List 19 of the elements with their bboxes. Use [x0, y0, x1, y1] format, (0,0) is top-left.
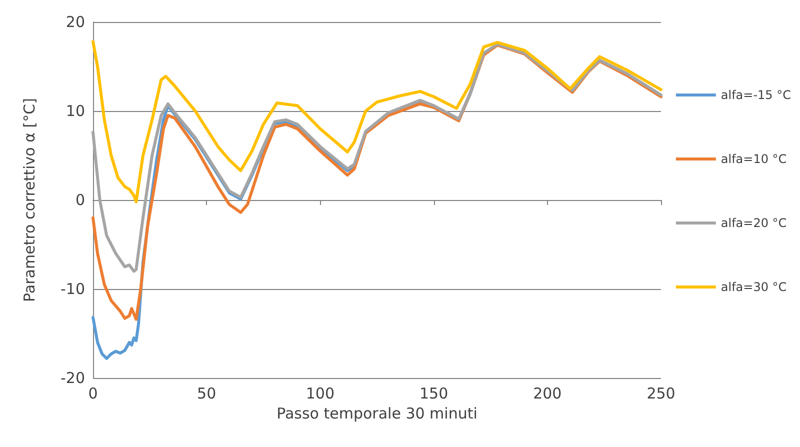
y-tick-label: -10: [60, 280, 85, 298]
line-series: [92, 40, 662, 204]
x-tick-label: 250: [646, 384, 676, 402]
y-tick-label: 20: [66, 13, 85, 31]
y-axis-title: Parametro correttivo α [°C]: [20, 98, 38, 302]
x-tick-label: 100: [306, 384, 335, 402]
y-tick-label: 10: [66, 102, 85, 120]
x-axis-title: Passo temporale 30 minuti: [276, 404, 478, 422]
legend-label: alfa=10 °C: [720, 152, 787, 166]
line-series: [92, 42, 662, 273]
y-tick-label: -20: [60, 369, 85, 387]
x-tick-label: 0: [88, 384, 98, 402]
legend-label: alfa=30 °C: [720, 280, 787, 294]
x-tick-label: 150: [419, 384, 448, 402]
x-tick-label: 50: [197, 384, 216, 402]
legend-label: alfa=-15 °C: [720, 88, 792, 102]
x-tick-label: 200: [533, 384, 562, 402]
legend-label: alfa=20 °C: [720, 216, 787, 230]
y-tick-label: 0: [75, 191, 85, 209]
